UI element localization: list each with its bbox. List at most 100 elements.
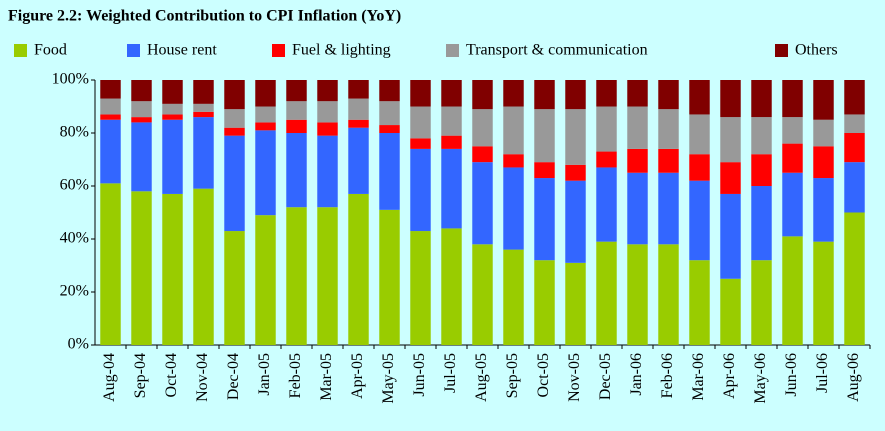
bar-segment: [813, 146, 834, 179]
bar-segment: [348, 193, 369, 345]
bar-segment: [162, 193, 183, 345]
bar-segment: [627, 106, 648, 149]
bar-segment: [410, 138, 431, 149]
bar-segment: [131, 101, 152, 118]
bar-segment: [441, 135, 462, 149]
x-tick-label: Oct-04: [163, 353, 180, 397]
bar-segment: [348, 80, 369, 99]
bar-segment: [317, 122, 338, 136]
y-tick-label: 20%: [60, 283, 89, 300]
bar-segment: [720, 193, 741, 279]
bar-segment: [534, 162, 555, 179]
legend-label: Fuel & lighting: [292, 42, 391, 59]
bar-segment: [224, 135, 245, 232]
bar-segment: [131, 191, 152, 345]
x-tick-label: Nov-04: [194, 353, 211, 402]
legend-swatch: [14, 44, 27, 57]
bar-segment: [472, 244, 493, 345]
x-tick-label: May-05: [380, 353, 397, 404]
bar-segment: [193, 188, 214, 345]
bar-segment: [751, 117, 772, 155]
bar-segment: [255, 80, 276, 107]
x-tick-label: Dec-04: [225, 353, 242, 400]
bar-segment: [286, 80, 307, 102]
bar-segment: [162, 119, 183, 194]
bar-segment: [100, 98, 121, 115]
x-tick-label: Dec-05: [597, 353, 614, 400]
bar-segment: [689, 180, 710, 261]
x-tick-label: Sep-04: [132, 353, 149, 398]
y-tick-label: 60%: [60, 177, 89, 194]
bar-segment: [379, 125, 400, 133]
bar-segment: [751, 80, 772, 118]
legend-swatch: [775, 44, 788, 57]
bar-segment: [534, 80, 555, 110]
bar-segment: [503, 167, 524, 250]
bar-segment: [193, 111, 214, 118]
x-tick-label: Jun-06: [783, 353, 800, 397]
bar-segment: [658, 80, 679, 110]
bar-segment: [627, 80, 648, 107]
bar-segment: [596, 241, 617, 345]
x-tick-label: Aug-04: [101, 353, 118, 402]
bar-segment: [472, 80, 493, 110]
x-tick-label: Aug-05: [473, 353, 490, 402]
bar-segment: [441, 228, 462, 345]
y-tick-label: 80%: [60, 124, 89, 141]
bar-segment: [441, 148, 462, 229]
bar-segment: [193, 117, 214, 189]
bar-segment: [472, 109, 493, 147]
bar-segment: [782, 172, 803, 237]
bar-segment: [658, 109, 679, 149]
x-tick-label: Apr-06: [721, 353, 738, 399]
bar-segment: [317, 80, 338, 102]
bar-segment: [441, 80, 462, 107]
x-tick-label: Sep-05: [504, 353, 521, 398]
bar-segment: [503, 249, 524, 345]
y-tick-label: 0%: [68, 336, 89, 353]
bar-segment: [379, 209, 400, 345]
chart-title: Figure 2.2: Weighted Contribution to CPI…: [8, 8, 401, 25]
bar-segment: [162, 103, 183, 115]
bar-segment: [379, 80, 400, 102]
bar-segment: [317, 207, 338, 345]
bar-segment: [503, 106, 524, 155]
bar-segment: [162, 80, 183, 104]
bar-segment: [131, 122, 152, 192]
bar-segment: [286, 119, 307, 133]
bar-segment: [844, 133, 865, 163]
bar-segment: [379, 133, 400, 210]
bar-segment: [844, 114, 865, 133]
bar-segment: [255, 122, 276, 131]
y-tick-label: 100%: [52, 71, 89, 88]
x-tick-label: Nov-05: [566, 353, 583, 402]
bar-segment: [472, 146, 493, 163]
bar-segment: [255, 215, 276, 345]
bar-segment: [410, 106, 431, 139]
bar-segment: [100, 119, 121, 184]
bar-segment: [131, 117, 152, 123]
legend-label: Food: [34, 42, 67, 59]
bar-segment: [782, 143, 803, 173]
bar-segment: [534, 178, 555, 261]
bar-segment: [565, 164, 586, 181]
x-tick-label: Feb-05: [287, 353, 304, 398]
bar-segment: [627, 148, 648, 173]
bar-segment: [379, 101, 400, 126]
bar-segment: [627, 244, 648, 345]
bar-segment: [224, 109, 245, 128]
x-tick-label: Oct-05: [535, 353, 552, 397]
bar-segment: [720, 80, 741, 118]
bar-segment: [658, 148, 679, 173]
bar-segment: [596, 106, 617, 152]
legend-swatch: [272, 44, 285, 57]
bar-segment: [596, 80, 617, 107]
bar-segment: [255, 130, 276, 216]
x-tick-label: Aug-06: [845, 353, 862, 402]
bar-segment: [720, 117, 741, 163]
bar-segment: [844, 162, 865, 213]
bar-segment: [751, 154, 772, 186]
bar-segment: [596, 167, 617, 242]
bar-segment: [689, 154, 710, 181]
